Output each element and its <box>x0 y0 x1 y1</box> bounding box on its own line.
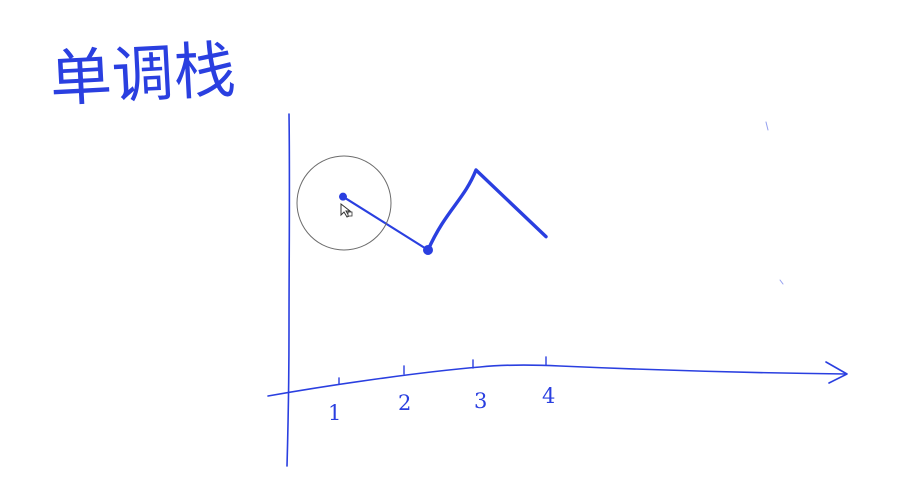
heading-title: 单调栈 <box>48 33 238 116</box>
tick-label-1: 1 <box>328 401 341 425</box>
pen-cursor-icon <box>340 202 353 218</box>
cursor-highlight-ring <box>296 155 392 251</box>
series-layer <box>339 168 548 255</box>
stray-mark <box>779 279 784 285</box>
tick-label-4: 4 <box>542 384 555 408</box>
series-segment-2-4 <box>426 168 548 252</box>
x-axis-arrow <box>825 361 848 384</box>
data-point-1 <box>339 192 347 201</box>
data-point-2 <box>423 245 433 255</box>
series-segment-1-2 <box>341 195 430 252</box>
x-axis <box>267 364 847 397</box>
stray-mark <box>765 121 769 131</box>
tick-label-2: 2 <box>398 391 411 415</box>
tick-label-3: 3 <box>474 389 487 413</box>
axis-ticks <box>338 356 547 385</box>
y-axis <box>286 113 291 467</box>
